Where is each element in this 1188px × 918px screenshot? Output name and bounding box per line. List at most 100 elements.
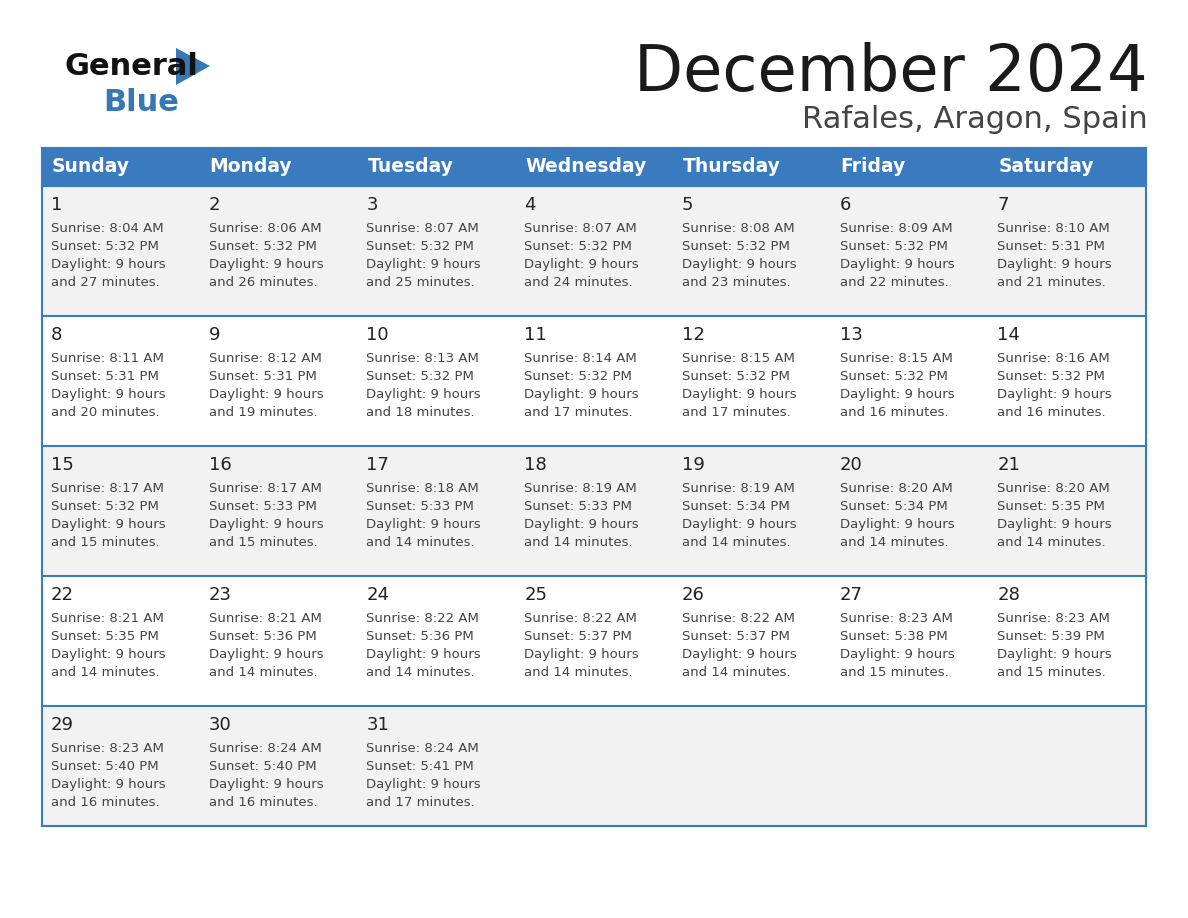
Text: and 14 minutes.: and 14 minutes. [366,536,475,549]
Text: and 14 minutes.: and 14 minutes. [682,666,790,679]
Text: 20: 20 [840,456,862,474]
Text: Sunrise: 8:13 AM: Sunrise: 8:13 AM [366,352,479,365]
Text: Daylight: 9 hours: Daylight: 9 hours [51,778,165,791]
Text: Sunset: 5:36 PM: Sunset: 5:36 PM [209,630,316,643]
Text: 31: 31 [366,716,390,734]
Text: Rafales, Aragon, Spain: Rafales, Aragon, Spain [802,105,1148,134]
Text: Sunrise: 8:17 AM: Sunrise: 8:17 AM [209,482,322,495]
Text: and 14 minutes.: and 14 minutes. [51,666,159,679]
Text: Thursday: Thursday [683,158,781,176]
Text: Sunset: 5:31 PM: Sunset: 5:31 PM [51,370,159,383]
Text: and 18 minutes.: and 18 minutes. [366,406,475,419]
Text: Sunset: 5:32 PM: Sunset: 5:32 PM [682,370,790,383]
Text: and 14 minutes.: and 14 minutes. [524,666,633,679]
Text: General: General [65,52,198,81]
Text: 1: 1 [51,196,63,214]
Text: 30: 30 [209,716,232,734]
Text: Sunset: 5:32 PM: Sunset: 5:32 PM [840,370,948,383]
Text: Daylight: 9 hours: Daylight: 9 hours [366,778,481,791]
Bar [42,148,1146,186]
Text: Daylight: 9 hours: Daylight: 9 hours [209,778,323,791]
Text: Sunrise: 8:19 AM: Sunrise: 8:19 AM [524,482,637,495]
Text: 17: 17 [366,456,390,474]
Text: 6: 6 [840,196,851,214]
Text: Sunrise: 8:11 AM: Sunrise: 8:11 AM [51,352,164,365]
Text: Sunset: 5:37 PM: Sunset: 5:37 PM [524,630,632,643]
Text: 25: 25 [524,586,548,604]
Text: 5: 5 [682,196,694,214]
Text: Daylight: 9 hours: Daylight: 9 hours [840,648,954,661]
Text: Sunset: 5:33 PM: Sunset: 5:33 PM [366,500,474,513]
Text: Sunrise: 8:17 AM: Sunrise: 8:17 AM [51,482,164,495]
Bar [42,706,1146,826]
Text: and 14 minutes.: and 14 minutes. [209,666,317,679]
Text: Sunrise: 8:24 AM: Sunrise: 8:24 AM [366,742,479,755]
Text: 21: 21 [997,456,1020,474]
Text: Sunrise: 8:07 AM: Sunrise: 8:07 AM [524,222,637,235]
Text: 18: 18 [524,456,546,474]
Text: 28: 28 [997,586,1020,604]
Text: Daylight: 9 hours: Daylight: 9 hours [366,648,481,661]
Text: Sunday: Sunday [52,158,129,176]
Text: Sunrise: 8:24 AM: Sunrise: 8:24 AM [209,742,322,755]
Text: 23: 23 [209,586,232,604]
Text: 19: 19 [682,456,704,474]
Text: Daylight: 9 hours: Daylight: 9 hours [209,258,323,271]
Text: Daylight: 9 hours: Daylight: 9 hours [997,518,1112,531]
Text: Sunset: 5:41 PM: Sunset: 5:41 PM [366,760,474,773]
Text: and 17 minutes.: and 17 minutes. [366,796,475,809]
Text: Sunrise: 8:12 AM: Sunrise: 8:12 AM [209,352,322,365]
Text: Daylight: 9 hours: Daylight: 9 hours [840,258,954,271]
Text: and 17 minutes.: and 17 minutes. [682,406,790,419]
Text: 27: 27 [840,586,862,604]
Text: and 15 minutes.: and 15 minutes. [840,666,948,679]
Text: 13: 13 [840,326,862,344]
Bar [42,186,1146,316]
Text: and 14 minutes.: and 14 minutes. [997,536,1106,549]
Text: Friday: Friday [841,158,905,176]
Text: 11: 11 [524,326,546,344]
Text: Sunset: 5:35 PM: Sunset: 5:35 PM [51,630,159,643]
Text: 14: 14 [997,326,1020,344]
Text: Sunset: 5:39 PM: Sunset: 5:39 PM [997,630,1105,643]
Text: Daylight: 9 hours: Daylight: 9 hours [997,388,1112,401]
Text: Daylight: 9 hours: Daylight: 9 hours [524,388,639,401]
Text: Daylight: 9 hours: Daylight: 9 hours [840,388,954,401]
Polygon shape [176,48,210,85]
Text: Daylight: 9 hours: Daylight: 9 hours [51,388,165,401]
Text: and 21 minutes.: and 21 minutes. [997,276,1106,289]
Text: Sunset: 5:32 PM: Sunset: 5:32 PM [524,370,632,383]
Text: Sunset: 5:33 PM: Sunset: 5:33 PM [209,500,316,513]
Text: and 23 minutes.: and 23 minutes. [682,276,790,289]
Text: Sunset: 5:35 PM: Sunset: 5:35 PM [997,500,1105,513]
Text: Sunrise: 8:22 AM: Sunrise: 8:22 AM [524,612,637,625]
Text: Blue: Blue [103,88,179,117]
Text: Sunset: 5:38 PM: Sunset: 5:38 PM [840,630,947,643]
Text: Monday: Monday [210,158,292,176]
Text: Sunset: 5:36 PM: Sunset: 5:36 PM [366,630,474,643]
Text: Sunrise: 8:10 AM: Sunrise: 8:10 AM [997,222,1110,235]
Text: 8: 8 [51,326,63,344]
Text: Sunset: 5:31 PM: Sunset: 5:31 PM [997,240,1105,253]
Text: and 15 minutes.: and 15 minutes. [997,666,1106,679]
Text: Daylight: 9 hours: Daylight: 9 hours [682,388,796,401]
Text: 2: 2 [209,196,220,214]
Text: 12: 12 [682,326,704,344]
Text: Sunrise: 8:18 AM: Sunrise: 8:18 AM [366,482,479,495]
Text: and 16 minutes.: and 16 minutes. [840,406,948,419]
Text: Sunrise: 8:15 AM: Sunrise: 8:15 AM [840,352,953,365]
Text: and 22 minutes.: and 22 minutes. [840,276,948,289]
Text: and 14 minutes.: and 14 minutes. [366,666,475,679]
Text: Daylight: 9 hours: Daylight: 9 hours [840,518,954,531]
Text: Sunrise: 8:22 AM: Sunrise: 8:22 AM [366,612,479,625]
Bar [42,446,1146,576]
Text: Sunrise: 8:22 AM: Sunrise: 8:22 AM [682,612,795,625]
Text: Daylight: 9 hours: Daylight: 9 hours [209,518,323,531]
Text: 16: 16 [209,456,232,474]
Text: Daylight: 9 hours: Daylight: 9 hours [524,518,639,531]
Text: Daylight: 9 hours: Daylight: 9 hours [209,388,323,401]
Text: Sunset: 5:33 PM: Sunset: 5:33 PM [524,500,632,513]
Text: Sunrise: 8:08 AM: Sunrise: 8:08 AM [682,222,795,235]
Text: Sunrise: 8:21 AM: Sunrise: 8:21 AM [209,612,322,625]
Text: and 15 minutes.: and 15 minutes. [209,536,317,549]
